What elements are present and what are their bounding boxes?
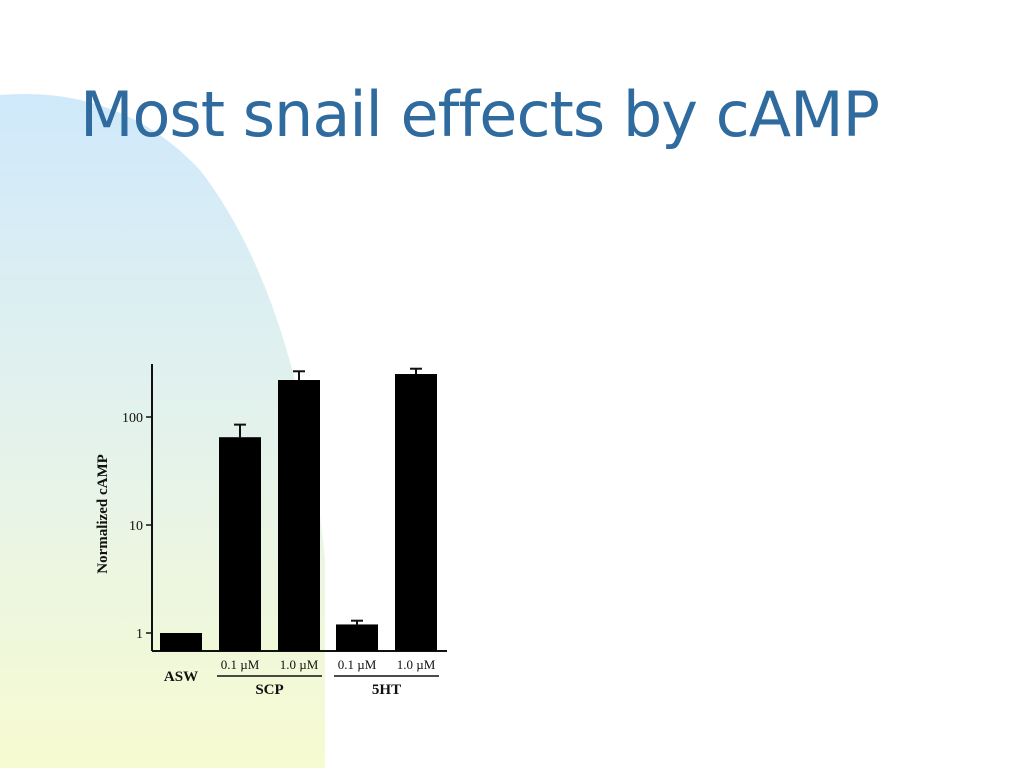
- bar: [336, 624, 378, 651]
- x-tick-label: 0.1 µM: [221, 657, 260, 672]
- bar: [395, 374, 437, 651]
- bar: [278, 380, 320, 651]
- y-tick-label: 10: [129, 519, 143, 534]
- x-tick-label: 1.0 µM: [280, 657, 319, 672]
- group-label: 5HT: [372, 682, 401, 698]
- chart-bars: [160, 367, 437, 651]
- y-tick-label: 100: [122, 411, 143, 426]
- group-label: SCP: [255, 682, 283, 698]
- slide-title: Most snail effects by cAMP: [80, 78, 880, 151]
- x-tick-label: 0.1 µM: [338, 657, 377, 672]
- chart-labels: 1 10 100 Normalized cAMP ASW 0.1 µM 1.0 µM 0.1 …: [95, 411, 436, 698]
- x-tick-label: ASW: [164, 669, 198, 685]
- bar: [219, 437, 261, 651]
- y-axis-label: Normalized cAMP: [95, 454, 111, 574]
- x-tick-label: 1.0 µM: [397, 657, 436, 672]
- bar: [160, 633, 202, 651]
- y-tick-label: 1: [136, 627, 143, 642]
